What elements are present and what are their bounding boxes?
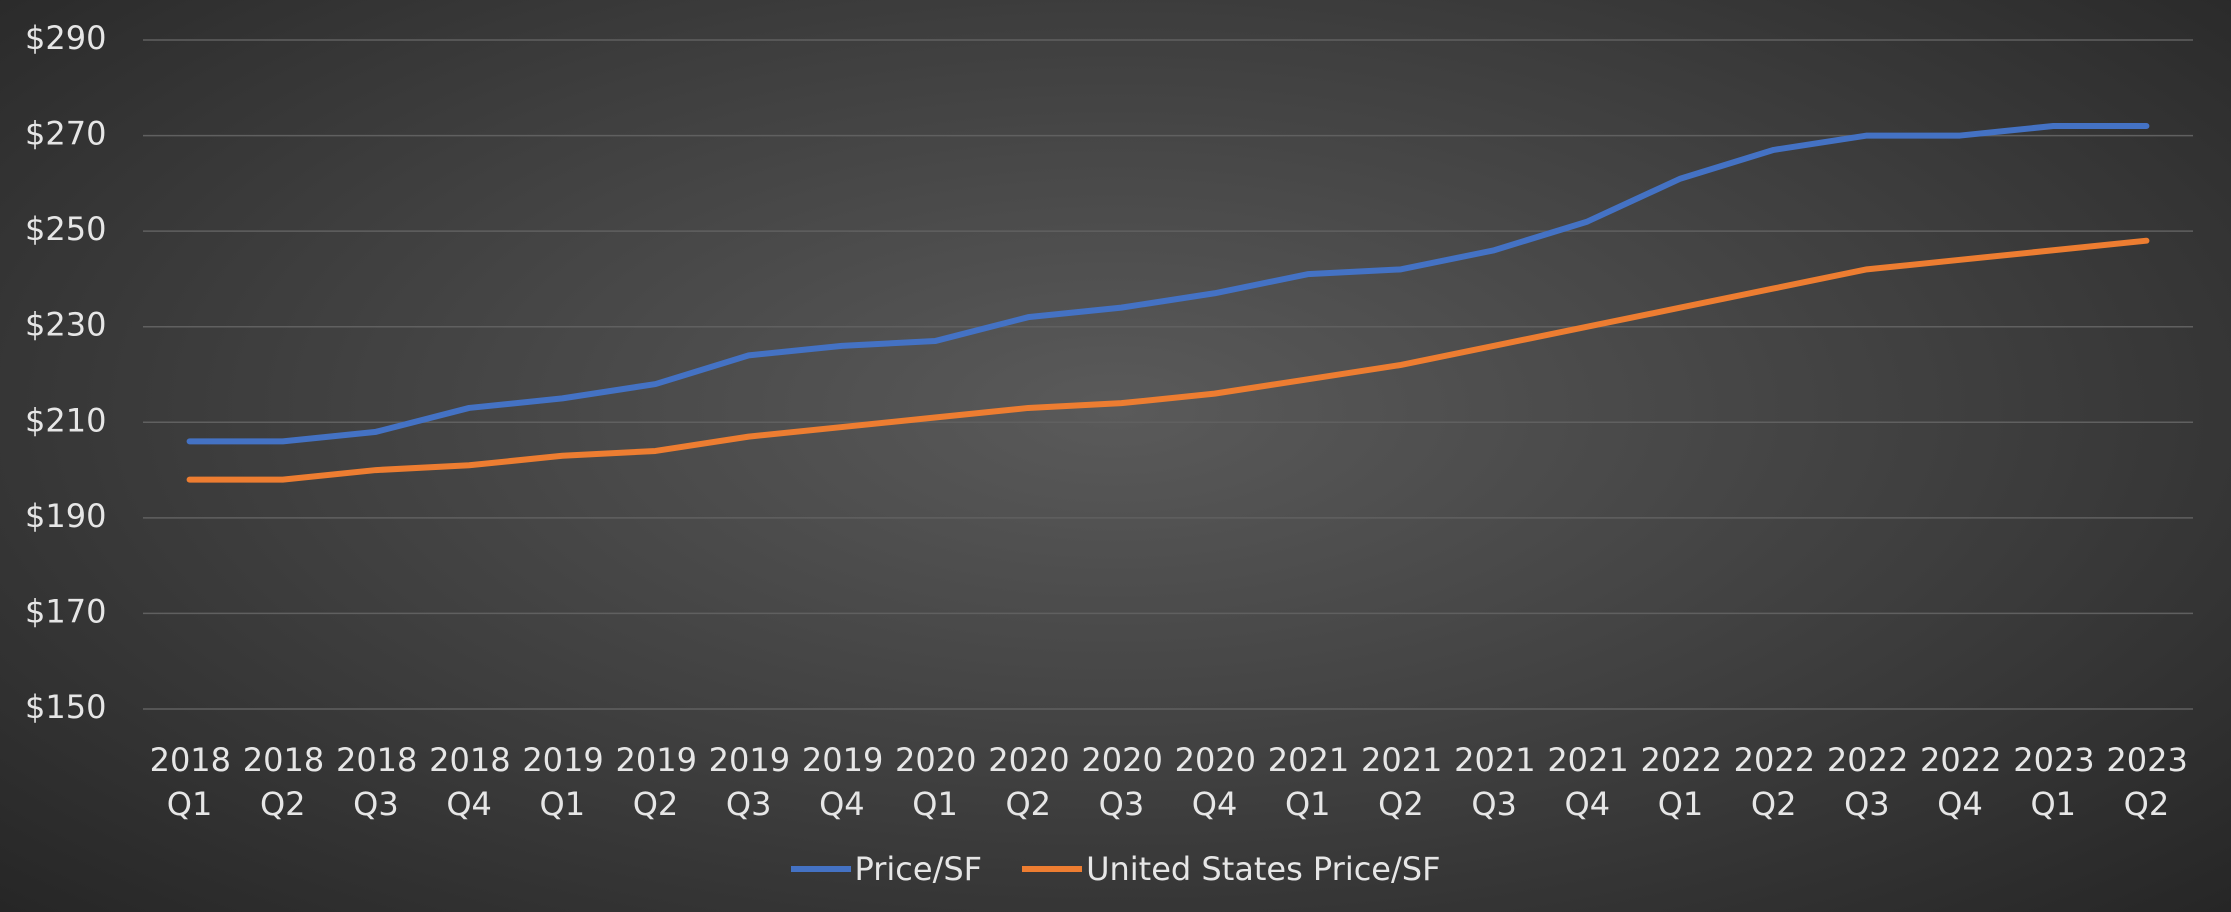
x-tick-label: 2019 Q3: [708, 741, 791, 823]
y-tick-label: $230: [25, 306, 106, 344]
x-tick-label: 2018 Q4: [429, 741, 511, 823]
legend-item: United States Price/SF: [1022, 850, 1440, 888]
x-tick-label: 2023 Q2: [2106, 741, 2188, 823]
legend-label: United States Price/SF: [1086, 850, 1441, 888]
x-tick-label: 2021 Q4: [1547, 741, 1629, 823]
x-tick-label: 2018 Q1: [149, 741, 232, 823]
x-tick-label: 2019 Q1: [522, 741, 604, 823]
legend-swatch: [790, 866, 851, 872]
x-tick-label: 2022 Q3: [1826, 741, 1909, 823]
y-tick-label: $250: [25, 210, 106, 248]
x-tick-label: 2018 Q3: [335, 741, 418, 823]
x-tick-label: 2022 Q2: [1733, 741, 1816, 823]
line: [186, 123, 2150, 445]
legend-item: Price/SF: [790, 850, 983, 888]
legend: Price/SF United States Price/SF: [0, 850, 2231, 888]
x-tick-label: 2020 Q2: [988, 741, 1070, 823]
legend-swatch: [1022, 866, 1083, 872]
x-tick-label: 2020 Q4: [1174, 741, 1257, 823]
y-tick-label: $190: [25, 497, 106, 535]
y-tick-label: $210: [25, 401, 106, 439]
x-tick-label: 2019 Q2: [615, 741, 697, 823]
y-tick-label: $270: [25, 115, 106, 153]
y-tick-label: $290: [25, 19, 106, 57]
x-tick-label: 2022 Q1: [1640, 741, 1722, 823]
y-tick-label: $170: [25, 592, 106, 630]
x-tick-label: 2022 Q4: [1920, 741, 2002, 823]
y-tick-label: $150: [25, 688, 106, 726]
x-tick-label: 2019 Q4: [801, 741, 884, 823]
x-tick-label: 2023 Q1: [2013, 741, 2095, 823]
x-tick-label: 2021 Q1: [1267, 741, 1350, 823]
legend-label: Price/SF: [854, 850, 983, 888]
x-tick-label: 2021 Q3: [1454, 741, 1536, 823]
x-tick-label: 2020 Q3: [1081, 741, 1163, 823]
x-tick-label: 2021 Q2: [1360, 741, 1443, 823]
line: [186, 237, 2150, 483]
x-tick-label: 2018 Q2: [242, 741, 325, 823]
x-tick-label: 2020 Q1: [895, 741, 977, 823]
